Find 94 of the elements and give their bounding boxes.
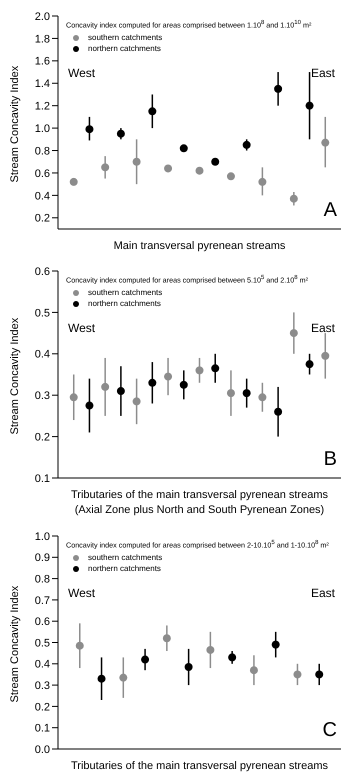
point: [315, 670, 324, 678]
y-axis-title: Stream Concavity Index: [8, 317, 21, 434]
y-tick-label: 1.2: [34, 100, 50, 113]
y-tick-label: 0.4: [34, 658, 50, 671]
point: [98, 674, 106, 683]
point: [132, 397, 141, 406]
y-tick-label: 1.8: [34, 33, 50, 46]
y-axis-title: Stream Concavity Index: [8, 585, 21, 702]
y-tick-label: 1.0: [34, 123, 50, 136]
y-tick-label: 0.1: [34, 472, 50, 485]
y-tick-label: 0.2: [34, 212, 50, 225]
point: [180, 144, 188, 152]
point: [228, 653, 236, 662]
point: [116, 130, 125, 138]
y-tick-label: 0.3: [34, 390, 50, 402]
point: [206, 646, 214, 654]
point: [180, 380, 188, 389]
point: [321, 138, 330, 147]
point: [211, 158, 220, 166]
point: [148, 107, 156, 116]
y-tick-label: 0.6: [34, 168, 50, 180]
legend-label: southern catchments: [88, 552, 162, 563]
y-tick-label: 0.2: [34, 432, 50, 444]
legend-label: northern catchments: [88, 563, 161, 574]
point: [196, 366, 204, 374]
y-tick-label: 0.0: [34, 744, 50, 756]
point: [101, 382, 110, 391]
point: [306, 360, 314, 368]
point: [274, 84, 282, 93]
point: [141, 656, 150, 664]
y-tick-label: 0.5: [34, 637, 50, 650]
legend-label: southern catchments: [88, 32, 162, 43]
annotation: B: [324, 448, 337, 471]
annotation: West: [68, 66, 96, 80]
y-tick-label: 1.6: [34, 56, 50, 68]
point: [226, 172, 235, 180]
point: [293, 670, 302, 678]
point: [290, 194, 298, 203]
point: [321, 352, 330, 360]
y-tick-label: 0.1: [34, 722, 50, 735]
y-tick-label: 0.8: [34, 574, 50, 586]
y-tick-label: 0.8: [34, 145, 50, 158]
point: [211, 364, 220, 372]
y-axis-title: Stream Concavity Index: [8, 65, 21, 182]
x-axis-title: Tributaries of the main transversal pyrenean streams (Axial Zone plus North and South Pyrenean Zones): [70, 488, 329, 518]
point: [164, 372, 172, 381]
y-tick-label: 2.0: [34, 10, 50, 23]
point: [132, 158, 141, 166]
y-tick-label: 0.9: [34, 552, 50, 564]
y-tick-label: 0.3: [34, 680, 50, 692]
x-axis-title: Tributaries of the main transversal pyrenean streams: [70, 759, 329, 774]
annotation: C: [322, 719, 337, 742]
point: [196, 166, 204, 175]
point: [116, 387, 125, 396]
point: [164, 164, 172, 172]
legend-label: southern catchments: [88, 287, 162, 298]
point: [76, 642, 84, 650]
point: [85, 402, 94, 410]
y-tick-label: 0.6: [34, 266, 50, 278]
point: [148, 378, 156, 387]
y-tick-label: 1.4: [34, 78, 50, 90]
y-tick-label: 0.2: [34, 701, 50, 714]
point: [162, 634, 171, 642]
point: [119, 674, 128, 682]
point: [85, 125, 94, 134]
point: [101, 163, 110, 172]
point: [242, 389, 251, 398]
y-tick-label: 0.7: [34, 594, 50, 607]
point: [272, 640, 280, 649]
point: [274, 408, 282, 416]
point: [70, 393, 78, 402]
annotation: East: [310, 321, 335, 335]
annotation: West: [68, 586, 96, 600]
point: [184, 662, 193, 671]
y-tick-label: 0.4: [34, 190, 50, 202]
y-tick-label: 0.5: [34, 307, 50, 320]
legend-label: northern catchments: [88, 298, 161, 309]
annotation: West: [68, 321, 96, 335]
point: [242, 140, 251, 149]
y-tick-label: 0.6: [34, 616, 50, 628]
point: [250, 666, 258, 674]
point: [258, 393, 266, 402]
annotation: A: [324, 199, 337, 222]
point: [306, 102, 314, 110]
x-axis-title: Main transversal pyrenean streams: [112, 239, 286, 254]
point: [70, 178, 78, 186]
annotation: East: [310, 586, 335, 600]
annotation: East: [310, 66, 335, 80]
y-tick-label: 0.4: [34, 348, 50, 361]
point: [290, 329, 298, 338]
point: [258, 178, 266, 186]
y-tick-label: 1.0: [34, 530, 50, 543]
legend-label: northern catchments: [88, 43, 161, 54]
point: [226, 389, 235, 398]
